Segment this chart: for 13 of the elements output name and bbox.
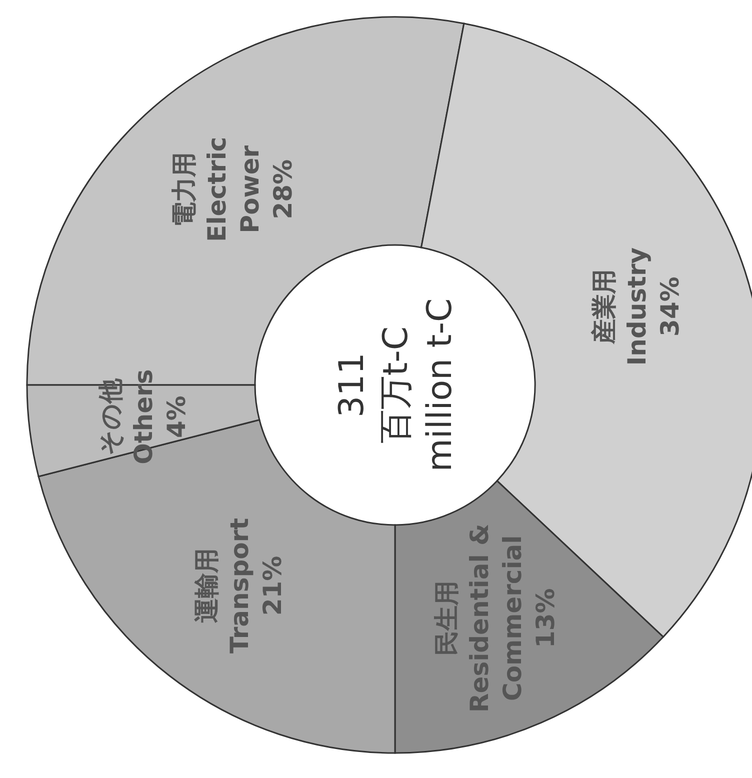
data-label: 21% — [258, 556, 288, 616]
slice-label: 産業用 Industry — [589, 247, 652, 366]
slice-label: 電力用 Electric Power — [169, 136, 264, 242]
data-label: 13% — [531, 588, 560, 648]
data-label: 4% — [162, 396, 191, 438]
slice-label: 民生用 Residential & Commercial — [432, 524, 528, 712]
data-label: 28% — [268, 159, 298, 220]
slice-label: 運輸用 Transport — [192, 518, 254, 654]
data-label: 34% — [655, 276, 684, 336]
text: 百万t-C — [376, 326, 416, 444]
slice-label: その他 Others — [96, 369, 158, 464]
text: 311 — [332, 352, 372, 418]
text: million t-C — [420, 298, 460, 472]
